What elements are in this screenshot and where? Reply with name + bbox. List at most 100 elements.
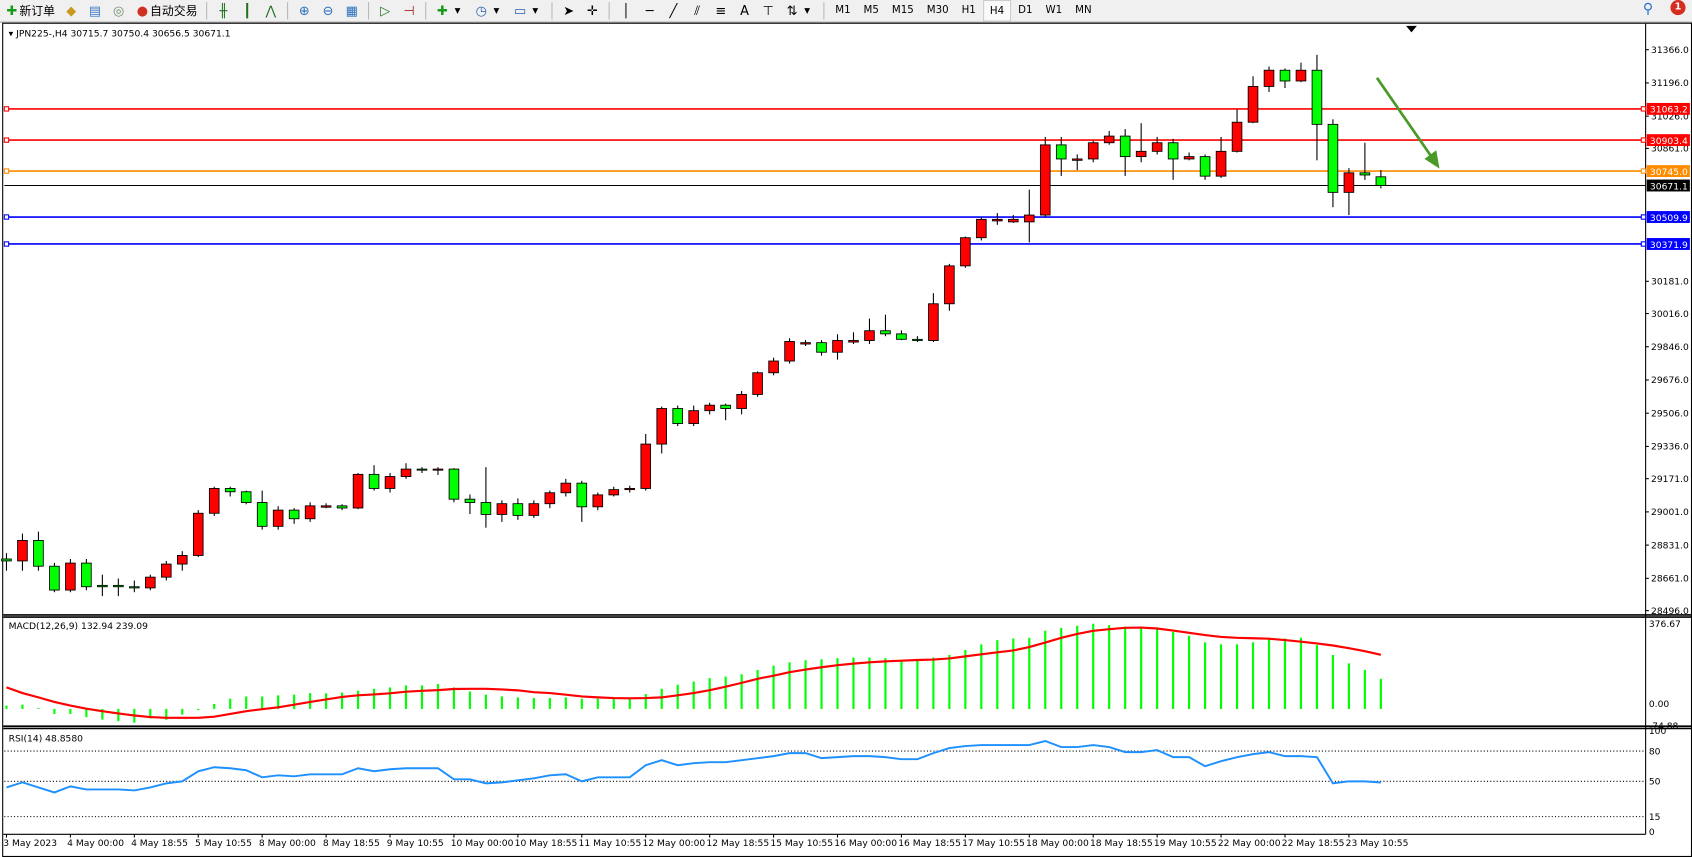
time-label: 12 May 18:55 xyxy=(706,838,769,849)
line-anchor[interactable] xyxy=(1640,106,1647,112)
candlestick-button[interactable]: ┃ xyxy=(236,1,258,20)
period-h4[interactable]: H4 xyxy=(983,0,1011,22)
candle-down xyxy=(1311,69,1323,125)
candle-up xyxy=(1151,142,1163,152)
equidistant-channel-button[interactable]: ⫽ xyxy=(686,1,708,20)
line-anchor[interactable] xyxy=(1640,137,1647,143)
tile-windows-icon: ▦ xyxy=(345,3,358,19)
line-anchor[interactable] xyxy=(1640,241,1647,247)
text-label-icon: ⊤ xyxy=(762,3,774,19)
notification-badge[interactable]: 1 xyxy=(1670,0,1686,16)
candle-down xyxy=(1279,69,1291,82)
candle-up xyxy=(784,341,795,362)
period-m30[interactable]: M30 xyxy=(926,3,949,16)
candle-up xyxy=(145,576,156,589)
zoom-in-icon: ⊕ xyxy=(298,3,310,19)
text-label-button[interactable]: ⊤ xyxy=(758,1,780,20)
periods-button[interactable]: ◷ ▼ xyxy=(470,1,507,20)
line-anchor[interactable] xyxy=(3,137,10,143)
tile-windows-button[interactable]: ▦ xyxy=(341,1,363,20)
macd-label: MACD(12,26,9) 132.94 239.09 xyxy=(9,621,149,632)
period-m15[interactable]: M15 xyxy=(891,3,914,16)
cursor-button[interactable]: ➤ xyxy=(558,1,580,20)
separator xyxy=(823,2,825,20)
text-icon: A xyxy=(740,3,750,19)
horizontal-line-button[interactable]: ─ xyxy=(639,1,661,20)
macd-axis-label: -74.88 xyxy=(1649,721,1679,732)
candle-up xyxy=(1215,150,1227,177)
zoom-out-button[interactable]: ⊖ xyxy=(317,1,339,20)
chart-window[interactable] xyxy=(2,22,1692,857)
vertical-line-button[interactable]: │ xyxy=(615,1,637,20)
indicators-button[interactable]: ✚ ▼ xyxy=(432,1,469,20)
search-icon[interactable]: ⚲ xyxy=(1642,1,1654,18)
time-label: 3 May 2023 xyxy=(3,838,57,849)
chart-shift-marker-icon[interactable] xyxy=(1406,25,1417,33)
candle-up xyxy=(192,512,204,556)
zoom-out-icon: ⊖ xyxy=(322,3,334,19)
candle-up xyxy=(944,265,955,305)
price-tag xyxy=(1646,211,1690,223)
line-anchor[interactable] xyxy=(1640,168,1647,174)
fibonacci-button[interactable]: ≡ xyxy=(710,1,732,20)
separator xyxy=(287,2,289,20)
time-label: 17 May 10:55 xyxy=(962,838,1025,849)
line-anchor[interactable] xyxy=(3,106,10,112)
arrows-button[interactable]: ⇅ ▼ xyxy=(781,1,818,20)
line-anchor[interactable] xyxy=(1640,214,1647,220)
rsi-label: RSI(14) 48.8580 xyxy=(9,733,84,744)
period-w1[interactable]: W1 xyxy=(1045,3,1063,16)
crosshair-button[interactable]: ✛ xyxy=(582,1,604,20)
line-anchor[interactable] xyxy=(3,168,10,174)
macd-signal-line xyxy=(6,626,1382,719)
line-chart-button[interactable]: ⋀ xyxy=(260,1,282,20)
price-tag xyxy=(1646,102,1690,115)
candle-up xyxy=(1263,69,1275,87)
candle-down xyxy=(1199,156,1211,177)
macd-axis-label: 0.00 xyxy=(1649,699,1670,710)
rsi-axis-label: 100 xyxy=(1649,726,1667,737)
period-d1[interactable]: D1 xyxy=(1018,3,1033,16)
time-label: 9 May 10:55 xyxy=(387,838,444,849)
candle-down xyxy=(720,404,731,409)
period-mn[interactable]: MN xyxy=(1075,3,1092,16)
period-h1[interactable]: H1 xyxy=(961,3,976,16)
signals-button[interactable]: ◎ xyxy=(108,1,130,20)
line-anchor[interactable] xyxy=(3,214,10,220)
candle-down xyxy=(880,330,891,335)
candle-up xyxy=(1071,158,1083,161)
templates-button[interactable]: ▭ ▼ xyxy=(509,1,546,20)
signals-icon: ◎ xyxy=(113,3,125,19)
time-label: 10 May 00:00 xyxy=(451,838,514,849)
candle-down xyxy=(113,584,124,588)
trend-arrow[interactable] xyxy=(1375,77,1437,163)
price-label: 28496.0 xyxy=(1651,606,1689,617)
line-anchor[interactable] xyxy=(3,241,10,247)
price-label: 29336.0 xyxy=(1651,442,1689,453)
candle-up xyxy=(768,360,779,374)
separator xyxy=(206,2,208,20)
new-order-button[interactable]: ✚ 新订单 xyxy=(1,1,58,20)
zoom-in-button[interactable]: ⊕ xyxy=(294,1,316,20)
candle-up xyxy=(832,340,843,353)
bar-chart-button[interactable]: ╫ xyxy=(213,1,235,20)
trendline-button[interactable]: ╱ xyxy=(663,1,685,20)
macd-axis-label: 376.67 xyxy=(1649,619,1681,630)
candle-up xyxy=(384,476,396,489)
price-tag-label: 30671.1 xyxy=(1650,181,1688,192)
period-m1[interactable]: M1 xyxy=(835,3,851,16)
price-label: 30181.0 xyxy=(1651,277,1689,288)
candle-up xyxy=(688,410,699,424)
candle-down xyxy=(896,333,907,340)
candle-up xyxy=(528,503,540,516)
candle-down xyxy=(416,468,428,471)
auto-scroll-button[interactable]: ▷ xyxy=(374,1,396,20)
period-m5[interactable]: M5 xyxy=(863,3,879,16)
text-button[interactable]: A xyxy=(734,1,756,20)
data-window-button[interactable]: ▤ xyxy=(84,1,106,20)
auto-trading-button[interactable]: ● 自动交易 xyxy=(132,1,201,20)
candle-up xyxy=(1343,172,1355,193)
market-watch-button[interactable]: ◆ xyxy=(60,1,82,20)
chart-shift-button[interactable]: ⊣ xyxy=(398,1,420,20)
